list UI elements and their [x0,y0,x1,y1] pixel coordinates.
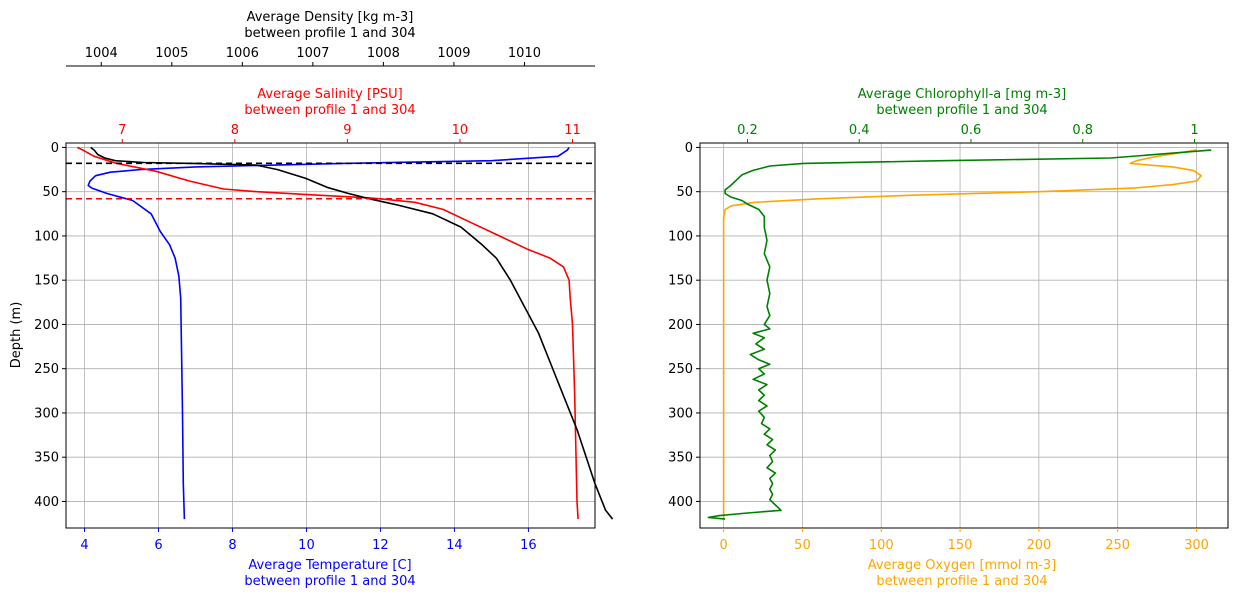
density-axis-label: Average Density [kg m-3] [247,10,414,25]
temperature-tick-label: 6 [154,538,162,553]
oxygen-tick-label: 200 [1026,538,1051,553]
right-plot-area [707,149,1212,520]
density-tick-label: 1008 [367,46,400,61]
right-y-axis: 0 50 100 150 200 250 300 350 400 [668,141,700,510]
salinity-x-axis: 7 8 9 10 11 [118,123,581,143]
density-tick-label: 1005 [155,46,188,61]
temperature-tick-label: 4 [80,538,88,553]
chlorophyll-axis-label: Average Chlorophyll-a [mg m-3] [858,87,1066,102]
chlorophyll-tick-label: 0.6 [961,123,982,138]
oxygen-tick-label: 300 [1184,538,1209,553]
chlorophyll-tick-label: 0.4 [849,123,870,138]
density-axis-subtitle: between profile 1 and 304 [244,26,415,41]
salinity-tick-label: 11 [564,123,581,138]
oxygen-tick-label: 250 [1105,538,1130,553]
density-tick-label: 1009 [437,46,470,61]
salinity-axis-label: Average Salinity [PSU] [257,87,402,102]
salinity-tick-label: 10 [452,123,469,138]
y-tick-label: 0 [685,141,693,156]
y-tick-label: 50 [42,185,59,200]
salinity-axis-subtitle: between profile 1 and 304 [244,103,415,118]
oxygen-tick-label: 150 [948,538,973,553]
y-tick-label: 0 [51,141,59,156]
y-tick-label: 100 [34,229,59,244]
chlorophyll-axis-subtitle: between profile 1 and 304 [876,103,1047,118]
oxygen-axis-label: Average Oxygen [mmol m-3] [868,558,1057,573]
density-x-axis: 1004 1005 1006 1007 1008 1009 1010 [85,46,541,66]
y-tick-label: 350 [34,451,59,466]
y-tick-label: 100 [668,229,693,244]
temperature-tick-label: 8 [228,538,236,553]
left-plot-frame [65,142,596,529]
y-tick-label: 200 [34,318,59,333]
y-tick-label: 300 [668,406,693,421]
salinity-tick-label: 7 [118,123,126,138]
temperature-x-axis: 4 6 8 10 12 14 16 [80,528,537,553]
chlorophyll-x-axis: 0.2 0.4 0.6 0.8 1 [737,123,1199,143]
chlorophyll-tick-label: 1 [1190,123,1198,138]
left-plot-area [66,146,614,520]
oxygen-axis-subtitle: between profile 1 and 304 [876,574,1047,589]
chlorophyll-tick-label: 0.2 [737,123,758,138]
left-y-axis: 0 50 100 150 200 250 300 350 400 [34,141,66,510]
y-tick-label: 150 [668,274,693,289]
density-tick-label: 1006 [226,46,259,61]
oxygen-x-axis: 0 50 100 150 200 250 300 [720,528,1209,553]
temperature-axis-subtitle: between profile 1 and 304 [244,574,415,589]
density-tick-label: 1004 [85,46,118,61]
y-tick-label: 400 [668,495,693,510]
density-tick-label: 1007 [296,46,329,61]
y-tick-label: 350 [668,451,693,466]
y-tick-label: 250 [668,362,693,377]
oxygen-tick-label: 50 [794,538,811,553]
left-chart: 0 50 100 150 200 250 300 350 400 Depth (m) 4 6 8 10… [9,10,614,589]
left-grid [66,143,595,528]
salinity-tick-label: 9 [343,123,351,138]
y-tick-label: 150 [34,274,59,289]
oxygen-tick-label: 0 [720,538,728,553]
y-tick-label: 400 [34,495,59,510]
left-y-axis-label: Depth (m) [9,302,24,369]
chlorophyll-tick-label: 0.8 [1072,123,1093,138]
y-tick-label: 200 [668,318,693,333]
salinity-profile-line [76,146,579,520]
oxygen-tick-label: 100 [869,538,894,553]
density-profile-line [90,146,614,520]
temperature-tick-label: 10 [298,538,315,553]
y-tick-label: 300 [34,406,59,421]
y-tick-label: 250 [34,362,59,377]
right-chart: 0 50 100 150 200 250 300 350 400 0 50 100 150 200 250… [668,87,1229,589]
density-tick-label: 1010 [508,46,541,61]
temperature-tick-label: 12 [372,538,389,553]
chlorophyll-profile-line [707,149,1212,520]
salinity-tick-label: 8 [231,123,239,138]
temperature-tick-label: 16 [520,538,537,553]
temperature-tick-label: 14 [446,538,463,553]
right-plot-frame [699,142,1229,529]
temperature-axis-label: Average Temperature [C] [248,558,411,573]
oxygen-profile-line [722,149,1202,520]
y-tick-label: 50 [676,185,693,200]
